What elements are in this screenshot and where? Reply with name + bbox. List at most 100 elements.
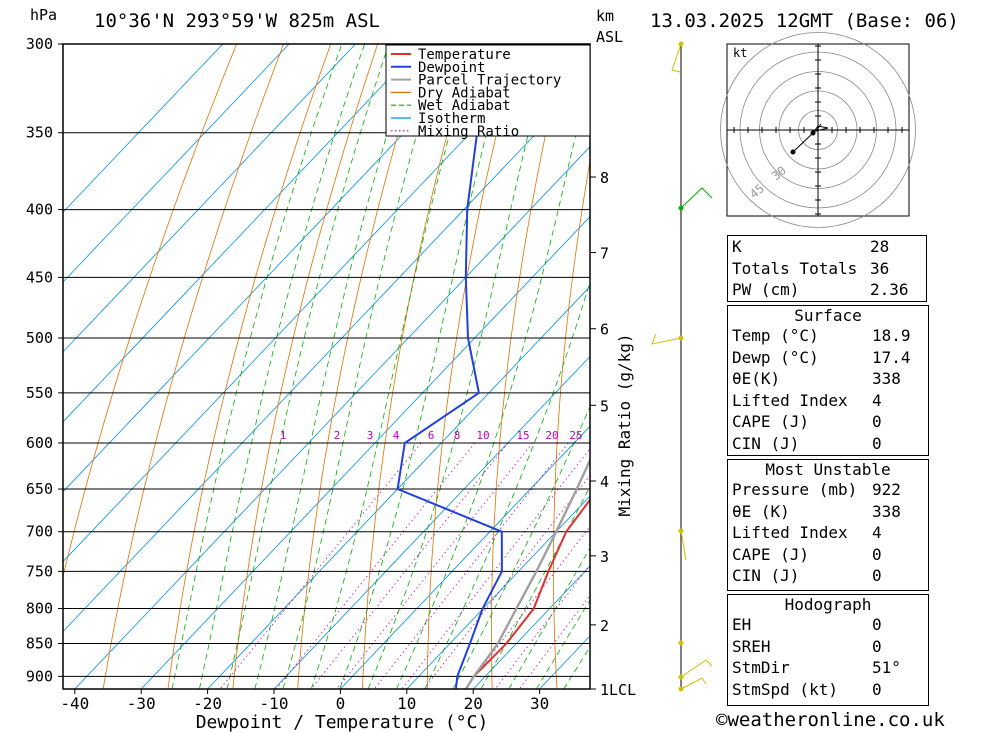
km-tick-label: 3 [600, 548, 609, 566]
index-row: Totals Totals 36 [728, 258, 927, 280]
isotherm-line [207, 285, 590, 689]
km-tick-label: 7 [600, 245, 609, 263]
wind-barb [680, 187, 713, 209]
km-tick-label: 2 [600, 617, 609, 635]
mixing-ratio-line [310, 442, 509, 689]
index-row: StmSpd (kt) 0 [728, 679, 928, 701]
index-label: Lifted Index [732, 390, 848, 410]
parcel-trajectory-line [464, 457, 590, 689]
legend-box [385, 44, 591, 137]
km-tick-label: 5 [600, 397, 609, 415]
hodograph-ring [720, 32, 916, 228]
index-value: 338 [872, 369, 901, 389]
index-value: 0 [872, 544, 882, 564]
legend-label: Parcel Trajectory [418, 73, 561, 89]
index-value: 0 [872, 412, 882, 432]
wet-adiabat-line [396, 72, 590, 689]
index-label: EH [732, 615, 752, 635]
wind-profile [651, 41, 713, 692]
pressure-tick-label: 400 [26, 201, 53, 219]
dry-adiabat-line [490, 44, 567, 689]
dry-adiabat-line [232, 44, 379, 689]
pressure-tick-label: 450 [26, 268, 53, 286]
altitude-unit-label: km ASL [596, 6, 623, 48]
index-label: Pressure (mb) [732, 480, 858, 500]
index-value: 18.9 [872, 326, 911, 346]
asl-label: ASL [596, 28, 624, 46]
temperature-tick-label: -10 [260, 694, 289, 713]
index-label: Dewp (°C) [732, 347, 819, 367]
temperature-tick-label: 10 [397, 694, 416, 713]
pressure-tick-label: 750 [26, 562, 53, 580]
index-row: CAPE (J) 0 [728, 544, 928, 566]
index-value: 51° [872, 658, 901, 678]
wind-barb [680, 659, 713, 678]
dry-adiabat-line [672, 44, 707, 689]
index-label: SREH [732, 636, 771, 656]
index-label: θE(K) [732, 369, 781, 389]
index-label: CIN (J) [732, 433, 800, 453]
index-row: StmDir 51° [728, 657, 928, 679]
index-row: SREH 0 [728, 636, 928, 658]
index-value: 0 [872, 433, 882, 453]
temperature-tick-label: -40 [60, 694, 89, 713]
mixing-ratio-label: 15 [516, 429, 529, 442]
hodograph-point [790, 149, 796, 155]
pressure-unit-label: hPa [30, 6, 58, 24]
hodograph-title: Hodograph [784, 595, 872, 614]
location-title: 10°36'N 293°59'W 825m ASL [94, 10, 380, 32]
pressure-tick-label: 550 [26, 384, 53, 402]
most-unstable-box: Most Unstable Pressure (mb) 922 θE (K) 338 L… [727, 459, 929, 591]
copyright[interactable]: ©weatheronline.co.uk [716, 709, 945, 731]
isotherm-line [406, 495, 590, 689]
index-value: 0 [872, 615, 882, 635]
isotherm-line [74, 146, 590, 689]
index-label: Lifted Index [732, 523, 848, 543]
index-value: 922 [872, 480, 901, 500]
temperature-tick-label: 30 [530, 694, 549, 713]
dewpoint-line [396, 44, 530, 689]
wind-barb [671, 43, 682, 73]
legend-label: Mixing Ratio [418, 124, 519, 140]
mixing-ratio-label: 20 [545, 429, 558, 442]
index-row: Lifted Index 4 [728, 522, 928, 544]
index-row: θE(K) 338 [728, 368, 928, 390]
mixing-ratio-line [464, 525, 590, 689]
indices-table: K 28 Totals Totals 36 PW (cm) 2.36 [727, 235, 927, 302]
isotherm-line [63, 44, 423, 423]
isotherm-line [63, 44, 489, 493]
wind-barb [680, 677, 707, 690]
index-row: Dewp (°C) 17.4 [728, 347, 928, 369]
isotherm-line [63, 44, 556, 563]
index-label: CAPE (J) [732, 544, 810, 564]
dry-adiabat-line [102, 44, 284, 689]
index-label: θE (K) [732, 501, 790, 521]
datetime-title: 13.03.2025 12GMT (Base: 06) [650, 10, 959, 32]
mixing-ratio-label: 6 [428, 429, 435, 442]
pressure-tick-label: 350 [26, 124, 53, 142]
temperature-tick-label: -30 [127, 694, 156, 713]
index-value: 36 [870, 258, 890, 278]
most-unstable-title: Most Unstable [765, 460, 891, 479]
index-row: CIN (J) 0 [728, 565, 928, 587]
hodograph-point [810, 130, 816, 136]
legend-label: Isotherm [418, 111, 485, 127]
plot-frame [62, 43, 591, 690]
dry-adiabat-line [297, 44, 426, 689]
index-label: Totals Totals [732, 258, 858, 278]
wet-adiabat-line [535, 599, 590, 689]
index-value: 4 [872, 390, 882, 410]
km-tick-label: 8 [600, 169, 609, 187]
surface-box: Surface Temp (°C) 18.9 Dewp (°C) 17.4 θE(K) 3… [727, 305, 929, 456]
isotherm-line [63, 44, 224, 213]
isotherm-line [340, 425, 590, 689]
index-value: 28 [870, 237, 890, 257]
wet-adiabat-line [171, 44, 343, 689]
mixing-ratio-line [518, 594, 590, 689]
legend-label: Temperature [418, 47, 511, 63]
legend-label: Dewpoint [418, 60, 485, 76]
km-label: km [596, 7, 615, 25]
